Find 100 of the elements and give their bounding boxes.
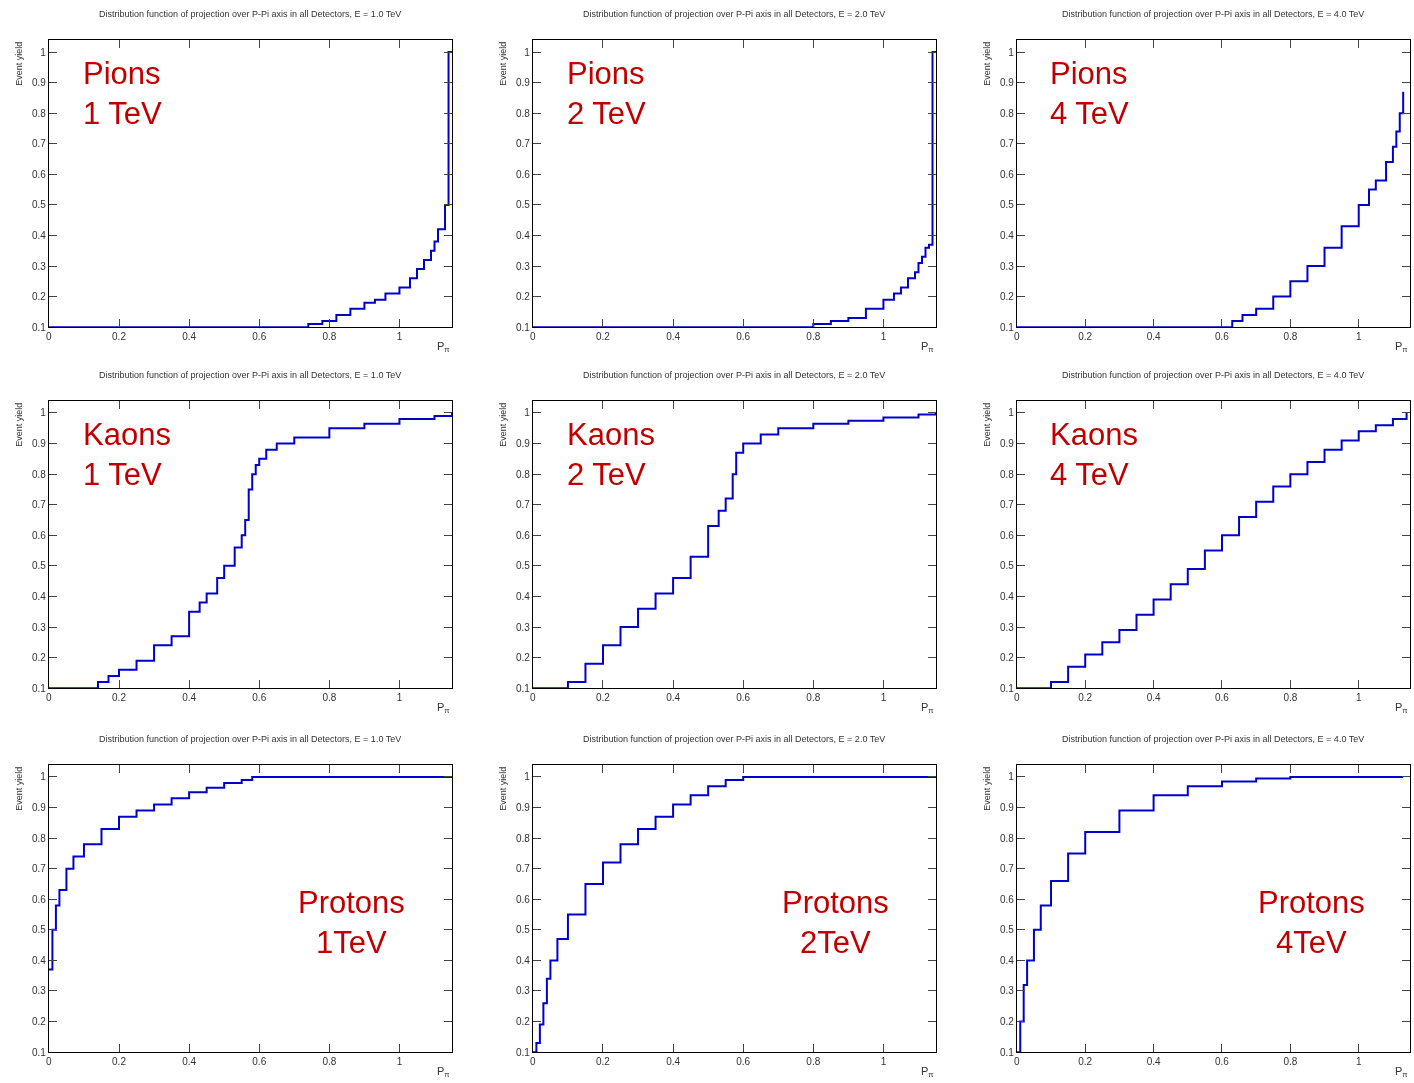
y-tick-label: 1	[524, 407, 531, 419]
y-tick-label: 0.9	[515, 802, 531, 814]
y-tick-label: 0.4	[32, 229, 47, 241]
y-tick-label: 0.6	[999, 893, 1015, 905]
y-tick-label: 0.6	[515, 893, 531, 905]
y-tick-label: 0.4	[32, 954, 47, 966]
y-tick-label: 0.1	[515, 1046, 531, 1058]
chart-title: Distribution function of projection over P-Pi axis in all Detectors, E = 4.0 TeV	[1062, 370, 1365, 380]
y-tick-label: 0.4	[999, 229, 1015, 241]
x-tick-label: 0	[46, 692, 53, 704]
x-tick-label: 1	[1355, 331, 1362, 343]
y-tick-label: 0.8	[515, 832, 531, 844]
y-tick-label: 1	[524, 771, 531, 783]
y-tick-label: 0.2	[32, 1016, 47, 1028]
x-tick-label: 0.4	[1146, 331, 1161, 343]
y-tick-label: 0.3	[515, 260, 531, 272]
x-tick-label: 0.6	[1215, 331, 1230, 343]
y-tick-label: 0.3	[515, 985, 531, 997]
y-axis-title: Event yield	[14, 766, 25, 811]
x-tick-label: 1	[1355, 1056, 1362, 1068]
x-tick-label: 1	[880, 1056, 887, 1068]
y-tick-label: 0.2	[999, 652, 1015, 664]
x-tick-label: 0	[1014, 1056, 1021, 1068]
y-tick-label: 0.5	[515, 199, 531, 211]
y-tick-label: 0.8	[999, 468, 1015, 480]
y-tick-label: 0.1	[999, 321, 1015, 333]
y-tick-label: 0.7	[999, 138, 1015, 150]
y-tick-label: 0.1	[32, 321, 47, 333]
y-tick-label: 0.6	[999, 168, 1015, 180]
y-tick-label: 0.2	[999, 291, 1015, 303]
y-tick-label: 0.5	[32, 199, 47, 211]
chart-title: Distribution function of projection over P-Pi axis in all Detectors, E = 2.0 TeV	[583, 9, 886, 19]
y-tick-label: 0.2	[515, 291, 531, 303]
x-tick-label: 0.2	[1078, 1056, 1093, 1068]
x-tick-label: 1	[396, 1056, 403, 1068]
x-tick-label: 0.8	[322, 692, 337, 704]
y-tick-label: 0.6	[515, 168, 531, 180]
x-tick-label: 0.2	[112, 331, 127, 343]
y-tick-label: 0.8	[999, 832, 1015, 844]
x-tick-label: 0.2	[112, 1056, 127, 1068]
y-tick-label: 0.8	[999, 107, 1015, 119]
x-axis-title: P$_{π}$	[437, 701, 450, 716]
y-tick-label: 0.9	[515, 438, 531, 450]
y-tick-label: 1	[524, 46, 531, 58]
x-tick-label: 0.6	[736, 331, 751, 343]
x-axis-title: P$_{π}$	[921, 340, 934, 355]
x-tick-label: 0	[530, 331, 537, 343]
x-tick-label: 0.6	[736, 1056, 751, 1068]
annotation: Pions 1 TeV	[83, 56, 163, 132]
y-tick-label: 0.7	[515, 863, 531, 875]
x-tick-label: 0.6	[736, 692, 751, 704]
y-tick-label: 0.5	[32, 924, 47, 936]
annotation: Protons 4TeV	[1258, 885, 1365, 961]
x-tick-label: 0.4	[666, 1056, 681, 1068]
y-tick-label: 0.3	[999, 985, 1015, 997]
y-tick-label: 0.8	[515, 107, 531, 119]
y-tick-label: 0.2	[32, 291, 47, 303]
y-tick-label: 0.7	[515, 138, 531, 150]
x-tick-label: 1	[396, 331, 403, 343]
x-tick-label: 0.8	[1283, 1056, 1298, 1068]
x-tick-label: 0.2	[596, 692, 611, 704]
y-tick-label: 0.5	[999, 560, 1015, 572]
y-tick-label: 0.4	[32, 590, 47, 602]
y-tick-label: 0.6	[515, 529, 531, 541]
x-tick-label: 0.6	[252, 331, 267, 343]
y-tick-label: 0.8	[32, 832, 47, 844]
y-tick-label: 0.3	[32, 621, 47, 633]
y-tick-label: 0.4	[515, 590, 531, 602]
x-tick-label: 0.4	[182, 1056, 197, 1068]
y-tick-label: 0.9	[32, 77, 47, 89]
y-tick-label: 1	[40, 46, 47, 58]
y-tick-label: 0.5	[515, 924, 531, 936]
x-axis-title: P$_{π}$	[1395, 701, 1408, 716]
y-tick-label: 0.1	[999, 682, 1015, 694]
y-tick-label: 0.5	[32, 560, 47, 572]
y-tick-label: 0.3	[999, 260, 1015, 272]
x-tick-label: 0.8	[806, 692, 821, 704]
y-tick-label: 1	[1008, 407, 1015, 419]
y-tick-label: 0.2	[515, 652, 531, 664]
x-axis-title: P$_{π}$	[921, 1065, 934, 1080]
x-tick-label: 1	[880, 331, 887, 343]
y-tick-label: 0.4	[999, 590, 1015, 602]
y-tick-label: 0.1	[32, 682, 47, 694]
x-tick-label: 0.6	[252, 1056, 267, 1068]
y-tick-label: 0.1	[999, 1046, 1015, 1058]
x-tick-label: 0	[46, 331, 53, 343]
x-tick-label: 0.2	[112, 692, 127, 704]
x-tick-label: 0	[530, 1056, 537, 1068]
annotation: Kaons 4 TeV	[1050, 417, 1138, 493]
y-tick-label: 0.7	[32, 138, 47, 150]
y-tick-label: 0.1	[515, 321, 531, 333]
x-tick-label: 1	[880, 692, 887, 704]
y-tick-label: 0.5	[515, 560, 531, 572]
y-tick-label: 0.2	[32, 652, 47, 664]
x-axis-title: P$_{π}$	[437, 340, 450, 355]
y-tick-label: 0.1	[32, 1046, 47, 1058]
y-tick-label: 0.9	[32, 438, 47, 450]
y-tick-label: 0.6	[32, 529, 47, 541]
x-axis-title: P$_{π}$	[437, 1065, 450, 1080]
y-tick-label: 0.5	[999, 924, 1015, 936]
